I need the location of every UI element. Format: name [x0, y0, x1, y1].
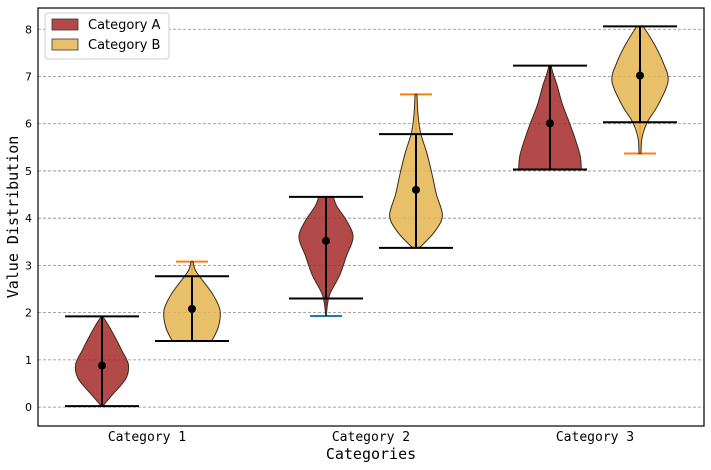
grid-lines	[38, 28, 704, 408]
legend-swatch-category-b	[51, 38, 79, 51]
legend: Category A Category B	[44, 12, 170, 60]
y-axis: 0 1 2 3 4 5 6 7 8	[25, 23, 32, 414]
plot-frame	[37, 7, 705, 427]
mean-point	[188, 304, 196, 313]
mean-point	[98, 361, 106, 370]
legend-label-category-b: Category B	[88, 38, 160, 53]
mean-point	[322, 236, 330, 245]
y-tick-label-3: 3	[25, 259, 32, 272]
y-tick-label-1: 1	[25, 354, 32, 367]
mean-point	[636, 71, 644, 80]
y-tick-label-0: 0	[25, 401, 32, 414]
violin-category-b-cat3	[603, 25, 677, 155]
violins	[65, 25, 677, 408]
mean-point	[412, 185, 420, 194]
legend-label-category-a: Category A	[88, 18, 161, 33]
x-tick-label-2: Category 2	[332, 430, 410, 445]
x-axis-title: Categories	[326, 445, 416, 463]
y-tick-label-6: 6	[25, 118, 32, 131]
x-tick-label-1: Category 1	[108, 430, 186, 445]
violin-category-a-cat2	[289, 195, 363, 317]
x-tick-label-3: Category 3	[556, 430, 634, 445]
y-tick-label-7: 7	[25, 70, 32, 83]
y-axis-title: Value Distribution	[4, 136, 22, 299]
violin-category-a-cat3	[513, 64, 587, 171]
y-tick-label-8: 8	[25, 23, 32, 36]
violin-category-a-cat1	[65, 315, 139, 408]
y-tick-label-4: 4	[25, 212, 32, 225]
y-tick-label-5: 5	[25, 165, 32, 178]
violin-category-b-cat1	[155, 260, 229, 342]
legend-swatch-category-a	[51, 18, 79, 31]
violin-category-b-cat2	[379, 93, 453, 249]
mean-point	[546, 119, 554, 128]
y-tick-label-2: 2	[25, 307, 32, 320]
x-axis: Category 1 Category 2 Category 3	[108, 430, 634, 445]
